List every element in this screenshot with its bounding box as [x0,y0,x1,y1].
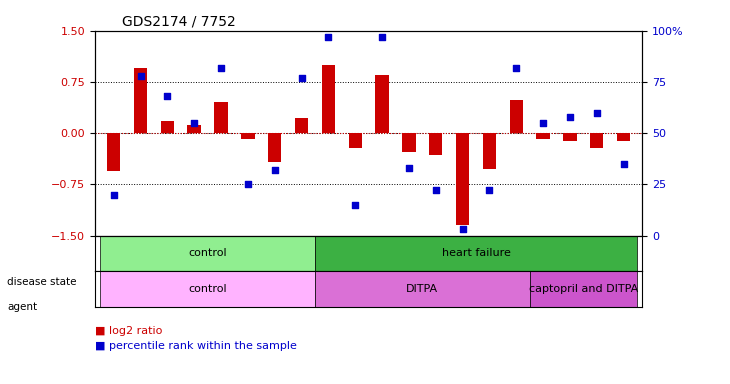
Text: heart failure: heart failure [442,248,510,258]
Bar [537,133,550,139]
Text: DITPA: DITPA [407,284,439,294]
Bar [188,125,201,133]
Bar [617,133,630,141]
Bar [402,133,415,152]
FancyBboxPatch shape [100,271,315,307]
Point [350,202,361,208]
Bar [564,133,577,141]
Text: agent: agent [7,302,37,312]
Text: ■ log2 ratio: ■ log2 ratio [95,326,162,336]
Bar [295,118,308,133]
Point [215,65,227,71]
Bar [456,133,469,225]
Text: captopril and DITPA: captopril and DITPA [529,284,638,294]
FancyBboxPatch shape [315,235,637,271]
Text: control: control [188,284,227,294]
Bar [348,133,362,148]
Point [269,167,280,173]
Text: ■ percentile rank within the sample: ■ percentile rank within the sample [95,341,297,351]
Bar [510,100,523,133]
Text: disease state: disease state [7,277,77,287]
Point [483,187,495,194]
Point [537,120,549,126]
Point [242,181,254,187]
FancyBboxPatch shape [530,271,637,307]
FancyBboxPatch shape [315,271,530,307]
Bar [134,68,147,133]
Point [618,161,629,167]
Point [403,165,415,171]
Point [591,109,603,116]
Bar [590,133,604,148]
Point [457,226,469,232]
Bar [215,103,228,133]
Bar [322,65,335,133]
Text: GDS2174 / 7752: GDS2174 / 7752 [123,14,236,28]
Point [510,65,522,71]
Bar [483,133,496,169]
Bar [241,133,255,139]
FancyBboxPatch shape [100,235,315,271]
Point [430,187,442,194]
Point [564,114,576,120]
Point [134,73,146,79]
Point [161,93,173,99]
Point [376,34,388,40]
Bar [375,75,389,133]
Bar [429,133,442,155]
Text: control: control [188,248,227,258]
Point [188,120,200,126]
Bar [268,133,282,162]
Point [296,75,307,81]
Point [108,192,120,198]
Bar [161,121,174,133]
Point [323,34,334,40]
Bar [107,133,120,170]
